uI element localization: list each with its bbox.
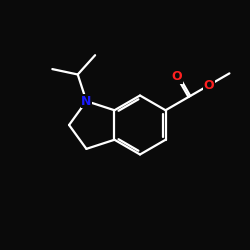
Text: O: O: [204, 79, 214, 92]
Text: N: N: [81, 95, 92, 108]
Text: O: O: [172, 70, 182, 83]
